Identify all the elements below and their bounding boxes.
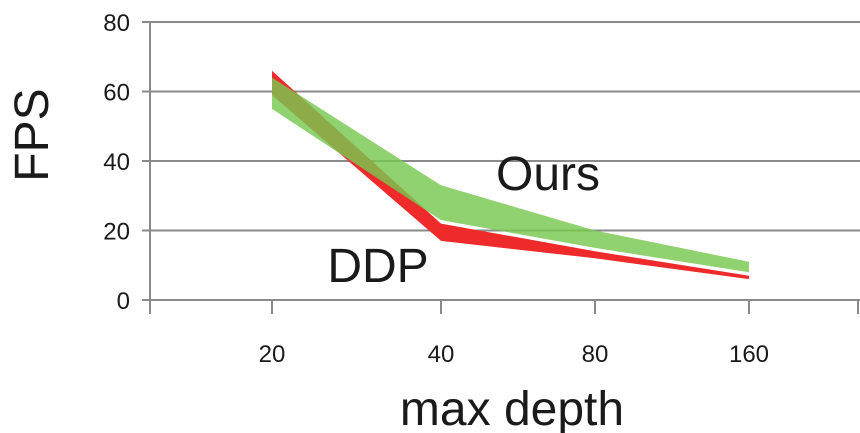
y-tick-label: 80: [103, 10, 130, 37]
y-tick-label: 60: [103, 80, 130, 107]
x-tick-label: 160: [729, 341, 769, 368]
series-bands: [272, 70, 749, 280]
x-tick-label: 80: [582, 341, 609, 368]
series-label-ddp: DDP: [327, 240, 428, 293]
x-axis: 20 40 80 160: [149, 299, 860, 368]
series-band-ddp: [272, 70, 749, 280]
series-band-ours: [272, 77, 749, 273]
y-axis: 0 20 40 60 80: [103, 10, 151, 315]
x-tick-label: 40: [428, 341, 455, 368]
y-tick-label: 20: [103, 219, 130, 246]
series-label-ours: Ours: [496, 148, 600, 201]
y-tick-label: 40: [103, 149, 130, 176]
x-tick-label: 20: [259, 341, 286, 368]
y-tick-label: 0: [117, 288, 130, 315]
y-axis-title: FPS: [6, 88, 59, 181]
x-axis-title: max depth: [400, 383, 624, 433]
